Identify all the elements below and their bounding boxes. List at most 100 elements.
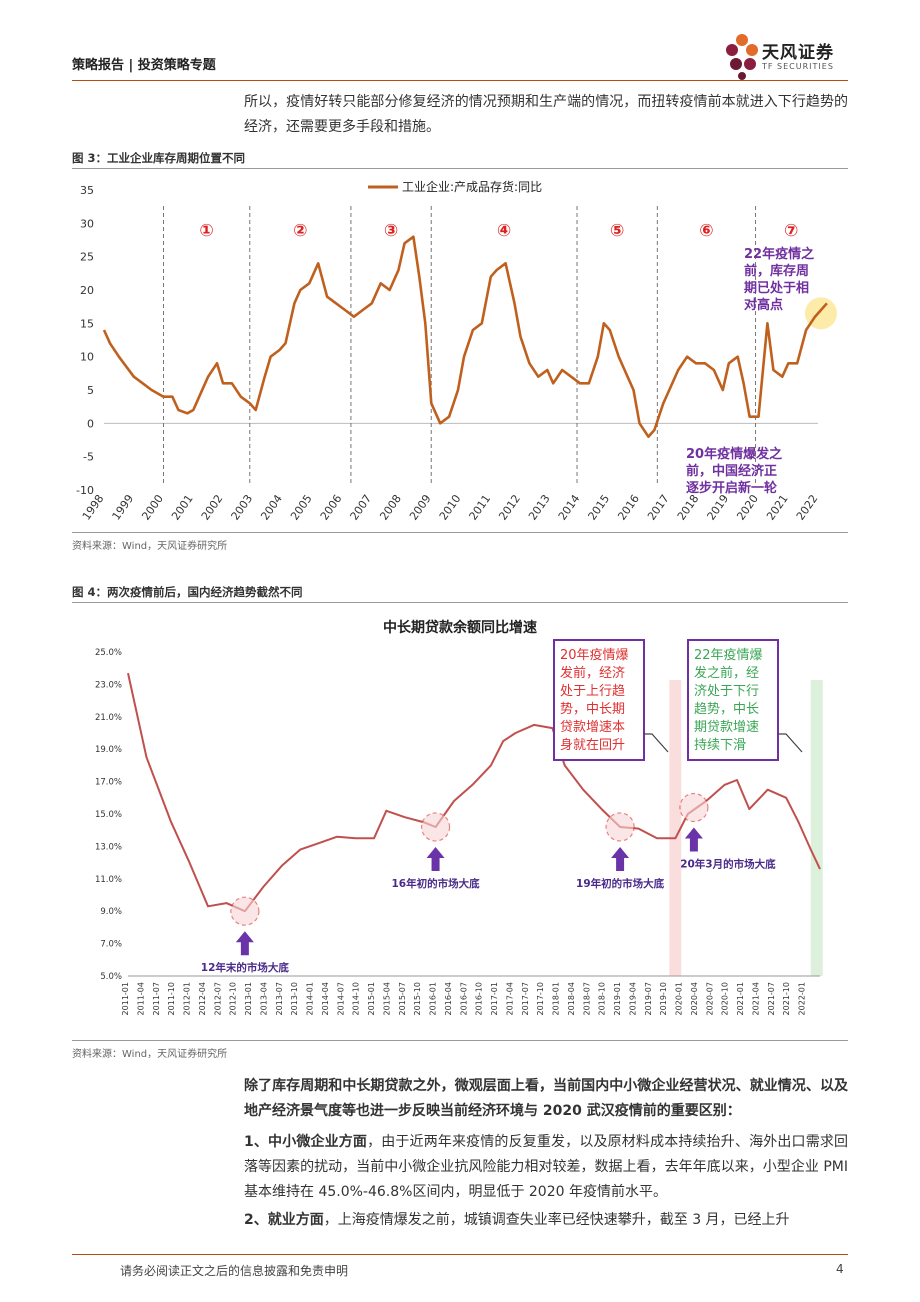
cycle-label: ① — [199, 221, 213, 241]
x-tick-label: 2013 — [526, 492, 553, 522]
x-tick-label: 2022 — [794, 492, 821, 522]
figure3-source: 资料来源：Wind，天风证券研究所 — [72, 541, 228, 552]
x-tick-label: 2018 — [675, 492, 702, 522]
callout-box — [687, 639, 779, 761]
callout-text-line: 济处于下行 — [694, 684, 759, 699]
x-tick-label: 2019-04 — [628, 982, 637, 1015]
x-tick-label: 2020 — [734, 492, 761, 522]
callout-text-line: 贷款增速本 — [560, 720, 625, 735]
x-tick-label: 2021-04 — [751, 982, 760, 1015]
p2-text: ，由于近两年来疫情的反复重发，以及原材料成本持续抬升、海外出口需求回落等因素的扰… — [244, 1134, 849, 1200]
callout-box — [553, 639, 645, 761]
annotation-22-line: 对高点 — [744, 297, 783, 313]
x-tick-label: 2011-10 — [167, 982, 176, 1015]
logo-english-name: TF SECURITIES — [762, 62, 834, 71]
x-tick-label: 2021-10 — [782, 982, 791, 1015]
body-paragraph-2: 1、中小微企业方面，由于近两年来疫情的反复重发，以及原材料成本持续抬升、海外出口… — [244, 1130, 848, 1205]
x-tick-label: 2014-04 — [321, 982, 330, 1015]
inventory-series-line — [102, 235, 828, 438]
x-tick-label: 2014-01 — [306, 982, 315, 1015]
x-tick-label: 2010 — [437, 492, 464, 522]
annotation-20-line: 逐步开启新一轮 — [686, 480, 777, 496]
x-tick-label: 2021-01 — [736, 982, 745, 1015]
y-tick-label: 15.0% — [95, 810, 122, 820]
y-tick-label: -5 — [83, 451, 94, 464]
x-tick-label: 2013-10 — [290, 982, 299, 1015]
y-tick-label: 25 — [80, 251, 94, 264]
x-tick-label: 2016-01 — [429, 982, 438, 1015]
x-tick-label: 2015 — [585, 492, 612, 522]
y-tick-label: -10 — [76, 484, 94, 497]
x-tick-label: 2014-07 — [336, 982, 345, 1015]
x-tick-label: 2022-01 — [798, 982, 807, 1015]
market-bottom-circle — [605, 812, 635, 842]
y-tick-label: 35 — [80, 184, 94, 197]
y-tick-label: 7.0% — [100, 940, 122, 950]
x-tick-label: 2019-10 — [659, 982, 668, 1015]
p3-text: ，上海疫情爆发之前，城镇调查失业率已经快速攀升，截至 3 月，已经上升 — [323, 1212, 790, 1228]
callout-text-line: 持续下滑 — [694, 738, 746, 753]
chart-title: 中长期贷款余额同比增速 — [383, 619, 537, 636]
x-tick-label: 2011-07 — [152, 982, 161, 1015]
figure4-bottom-rule — [72, 1040, 848, 1041]
x-tick-label: 2017-07 — [521, 982, 530, 1015]
logo-petals-icon — [726, 34, 758, 80]
cycle-label: ⑦ — [784, 221, 798, 241]
y-tick-label: 13.0% — [95, 842, 122, 852]
y-tick-label: 9.0% — [100, 907, 122, 917]
x-tick-label: 2012-10 — [229, 982, 238, 1015]
x-tick-label: 2021 — [764, 492, 791, 522]
y-tick-label: 5.0% — [100, 972, 122, 982]
x-tick-label: 2006 — [318, 492, 345, 522]
x-tick-label: 2016-07 — [459, 982, 468, 1015]
x-tick-label: 2015-04 — [382, 982, 391, 1015]
cycle-label: ② — [293, 221, 307, 241]
x-tick-label: 2015-01 — [367, 982, 376, 1015]
up-arrow-icon — [684, 827, 703, 852]
callout-text-line: 22年疫情爆 — [694, 647, 763, 663]
market-bottom-label: 20年3月的市场大底 — [680, 858, 776, 871]
up-arrow-icon — [426, 846, 445, 871]
callout-text-line: 处于上行趋 — [560, 684, 625, 699]
footer-divider — [72, 1254, 848, 1255]
x-tick-label: 2018-10 — [598, 982, 607, 1015]
y-tick-label: 20 — [80, 284, 94, 297]
x-tick-label: 2008 — [377, 492, 404, 522]
x-tick-label: 2015-07 — [398, 982, 407, 1015]
pre-2020-band — [669, 680, 682, 976]
x-tick-label: 2021-07 — [767, 982, 776, 1015]
x-tick-label: 2001 — [169, 492, 196, 522]
annotation-20-line: 前，中国经济正 — [686, 463, 777, 479]
x-tick-label: 2013-01 — [244, 982, 253, 1015]
figure3-top-rule — [72, 168, 848, 169]
x-tick-label: 2012-04 — [198, 982, 207, 1015]
y-tick-label: 17.0% — [95, 778, 122, 788]
body-paragraph-1: 除了库存周期和中长期贷款之外，微观层面上看，当前国内中小微企业经营状况、就业情况… — [244, 1078, 848, 1119]
cycle-label: ⑥ — [699, 221, 713, 241]
x-tick-label: 2009 — [407, 492, 434, 522]
y-tick-label: 15 — [80, 317, 94, 330]
callout-text-line: 20年疫情爆 — [560, 647, 629, 663]
x-tick-label: 2020-04 — [690, 982, 699, 1015]
cycle-label: ③ — [384, 221, 398, 241]
x-tick-label: 2011-04 — [136, 982, 145, 1015]
callout-leader-line — [644, 733, 669, 753]
market-bottom-label: 16年初的市场大底 — [391, 877, 480, 890]
annotation-22-line: 期已处于相 — [744, 280, 809, 296]
annotation-20-line: 20年疫情爆发之 — [686, 446, 782, 462]
x-tick-label: 1999 — [109, 492, 136, 522]
cycle-label: ⑤ — [610, 221, 624, 241]
x-tick-label: 2016-04 — [444, 982, 453, 1015]
x-tick-label: 2017-04 — [505, 982, 514, 1015]
x-tick-label: 2003 — [228, 492, 255, 522]
y-tick-label: 10 — [80, 351, 94, 364]
x-tick-label: 2019-01 — [613, 982, 622, 1015]
y-tick-label: 30 — [80, 217, 94, 230]
y-tick-label: 0 — [87, 417, 94, 430]
x-tick-label: 2017-01 — [490, 982, 499, 1015]
callout-text-line: 发之前，经 — [694, 665, 759, 681]
market-bottom-circle — [420, 812, 451, 842]
figure4-top-rule — [72, 602, 848, 603]
report-header-title: 策略报告 | 投资策略专题 — [72, 58, 216, 73]
callout-leader-line — [778, 733, 803, 753]
